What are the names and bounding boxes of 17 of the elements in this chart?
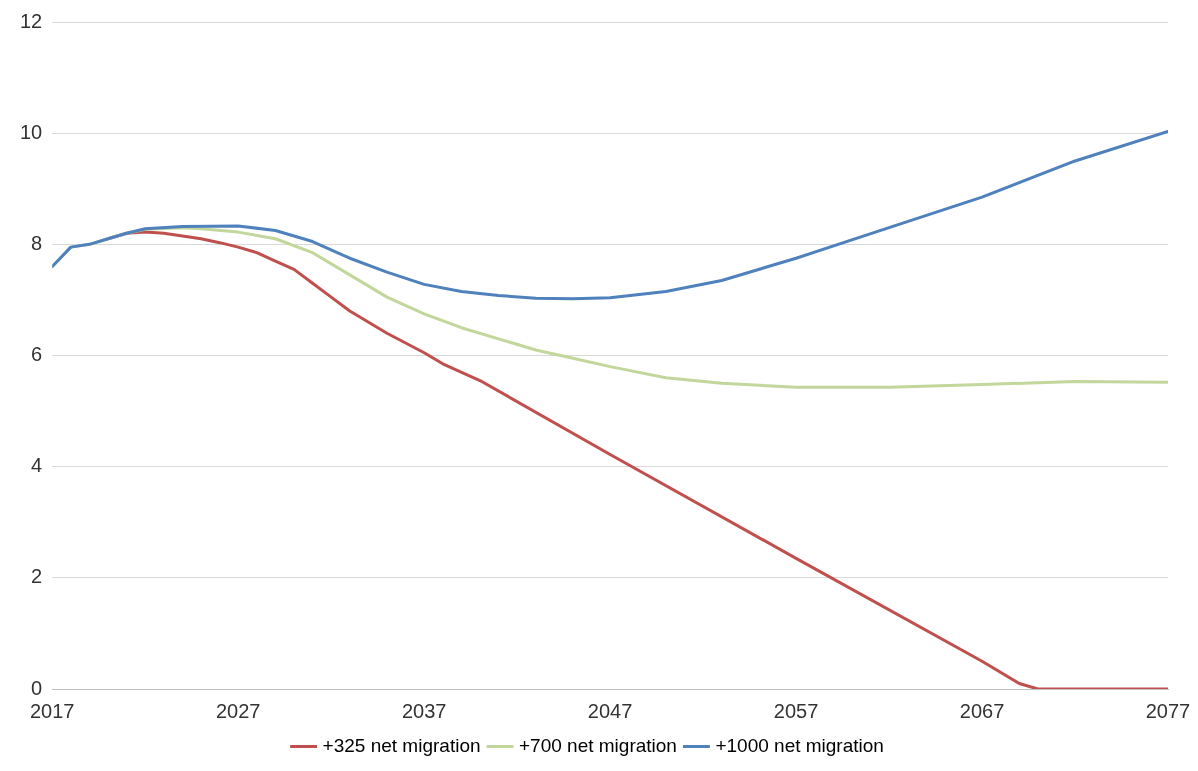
y-tick-label: 8 bbox=[31, 231, 43, 254]
y-tick-label: 10 bbox=[20, 120, 43, 143]
x-tick-label: 2077 bbox=[1145, 699, 1191, 722]
x-tick-label: 2067 bbox=[959, 699, 1005, 722]
y-tick-label: 0 bbox=[31, 676, 43, 699]
y-tick-label: 6 bbox=[31, 343, 43, 366]
legend-label: +325 net migration bbox=[322, 734, 481, 756]
x-tick-label: 2047 bbox=[587, 699, 633, 722]
y-tick-label: 4 bbox=[31, 454, 43, 477]
x-tick-label: 2017 bbox=[30, 699, 75, 722]
x-tick-label: 2057 bbox=[773, 699, 819, 722]
x-tick-label: 2037 bbox=[401, 699, 447, 722]
y-tick-label: 2 bbox=[31, 565, 43, 588]
legend-label: +1000 net migration bbox=[715, 734, 884, 756]
x-tick-label: 2027 bbox=[215, 699, 261, 722]
legend-label: +700 net migration bbox=[519, 734, 677, 756]
y-tick-label: 12 bbox=[20, 9, 43, 32]
